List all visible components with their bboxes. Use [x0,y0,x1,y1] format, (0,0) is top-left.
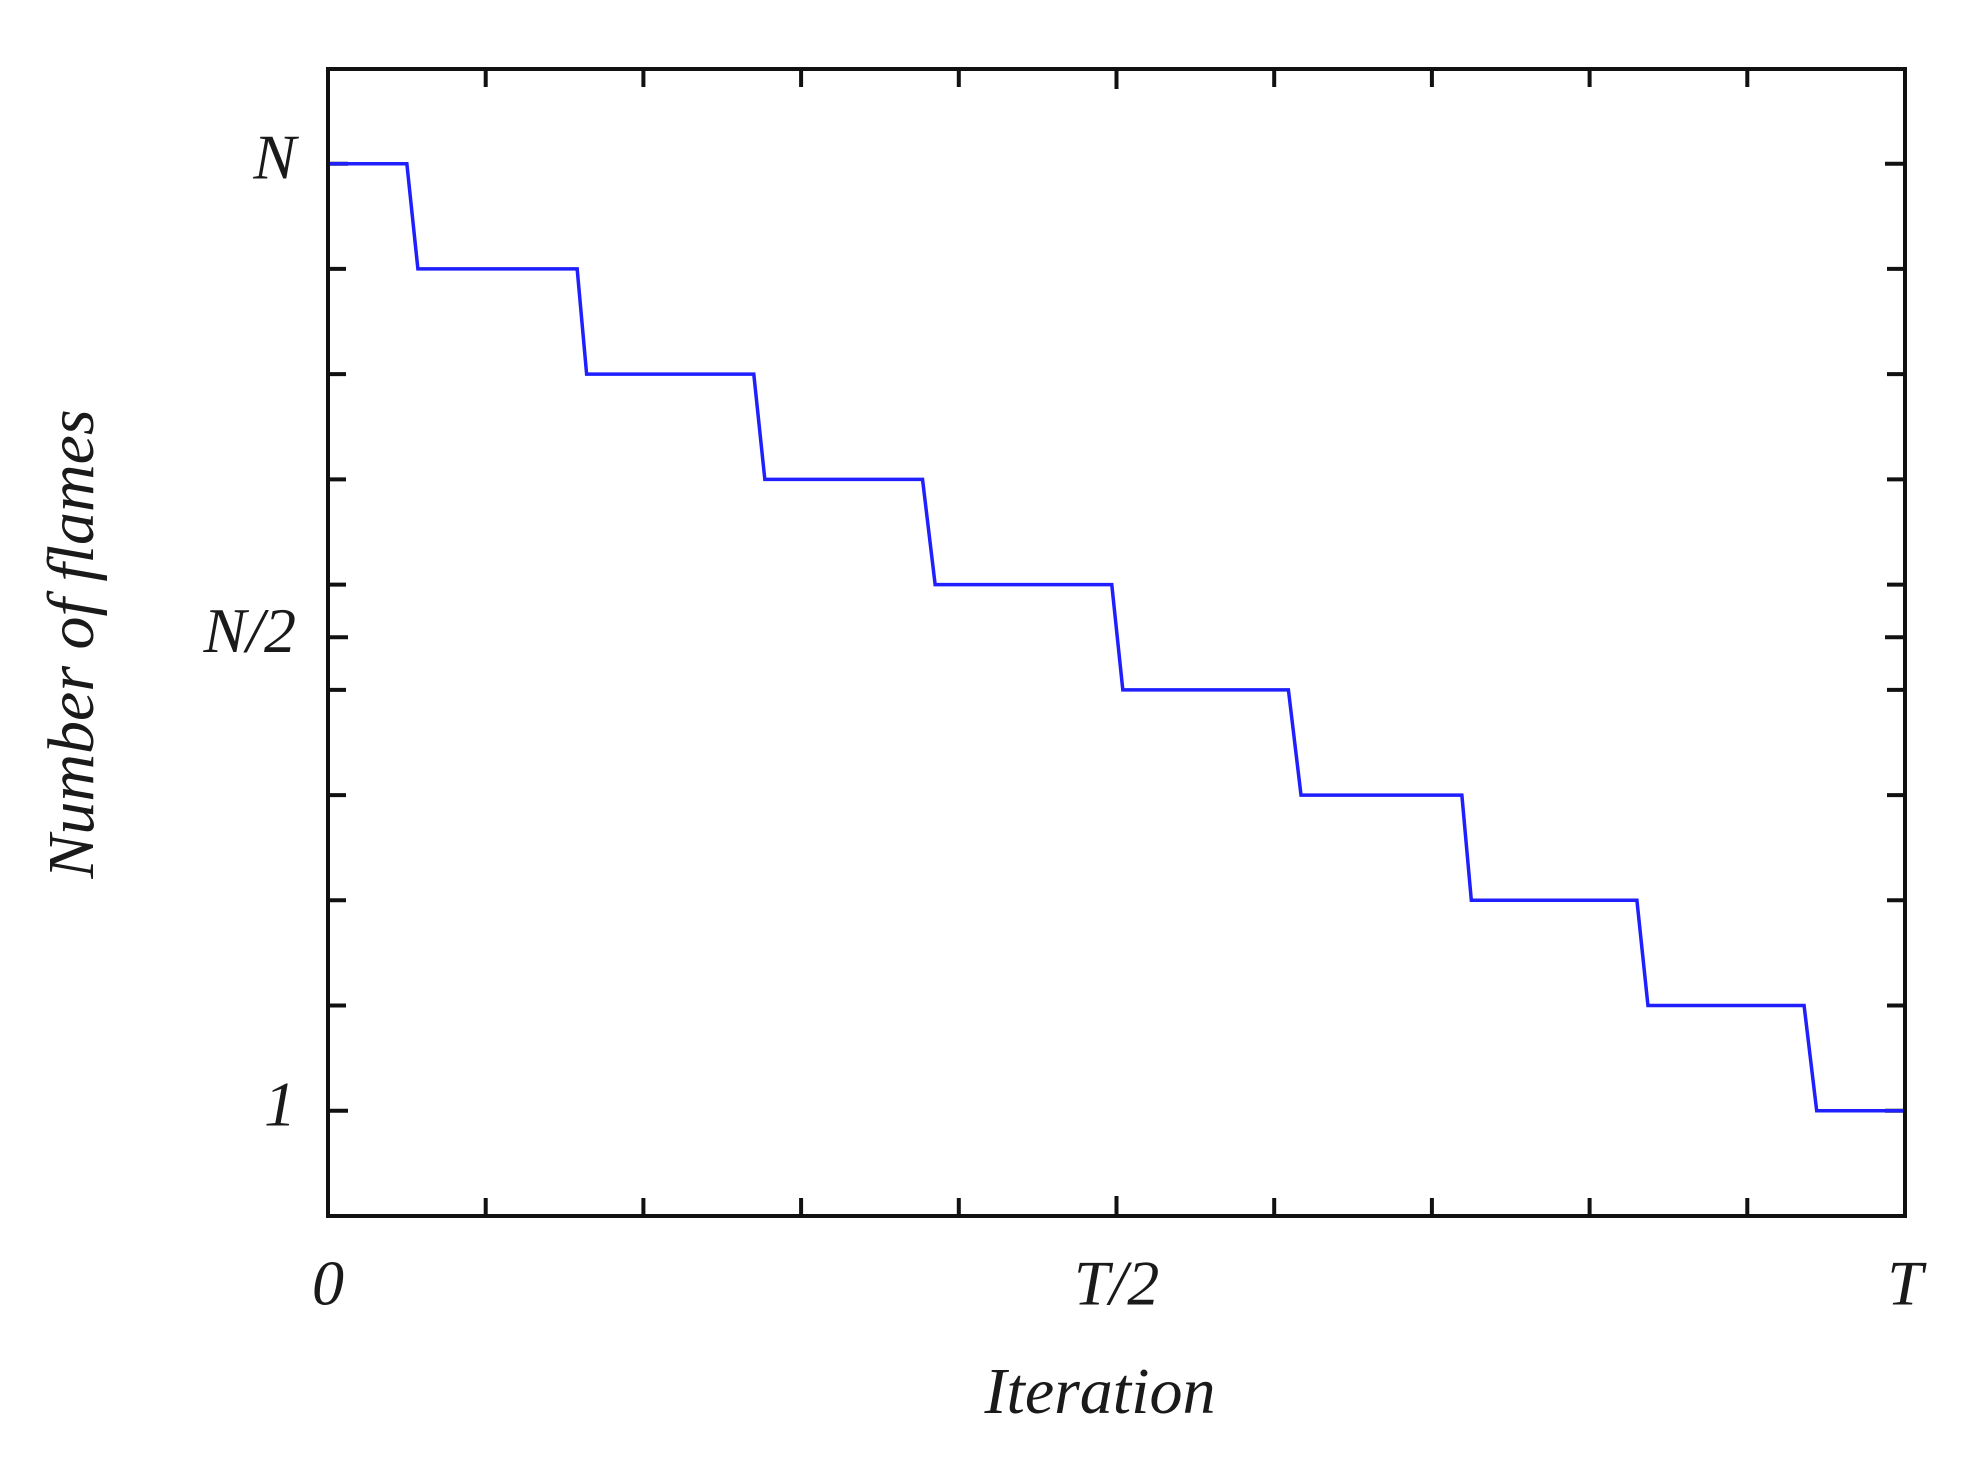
data-line [328,161,1905,1113]
plot-frame [326,67,1907,1218]
x-tick-label: T [1887,1248,1927,1319]
x-tick-label: T/2 [1074,1248,1159,1319]
y-tick-label: 1 [264,1068,296,1139]
y-tick-label: N [252,121,299,192]
x-axis-label: Iteration [984,1355,1216,1428]
x-tick-label: 0 [312,1248,344,1319]
y-tick-label: N/2 [203,595,296,666]
y-axis-label: Number of flames [35,409,108,879]
